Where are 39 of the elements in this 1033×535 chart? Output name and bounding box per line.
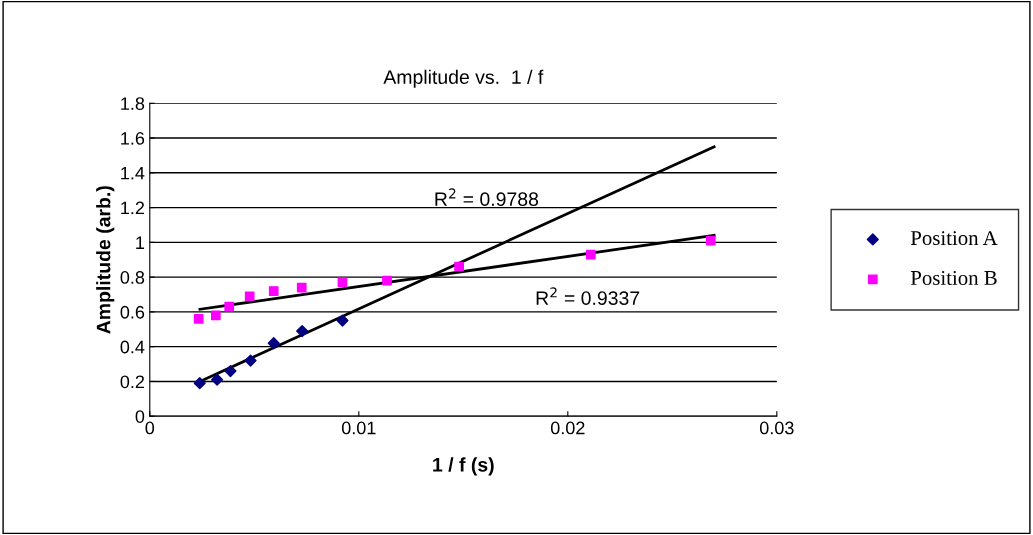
point (193, 377, 206, 390)
y-tick-label: 1.6 (121, 131, 145, 145)
y-tick-label: 1.4 (121, 166, 145, 180)
point (267, 337, 280, 350)
point (585, 249, 596, 260)
chart-title: Amplitude vs. 1 / f (383, 69, 544, 88)
point (244, 291, 255, 302)
point (705, 235, 716, 246)
point (296, 282, 307, 293)
point (224, 364, 237, 378)
x-axis-title: 1 / f (s) (433, 457, 494, 476)
point (382, 275, 392, 286)
x-tick-label: 0.02 (550, 421, 585, 435)
y-tick-label: 1 (136, 236, 145, 249)
y-tick-label: 1.2 (121, 201, 145, 215)
annotation: R$^{2}$ = 0.9337 (536, 287, 640, 305)
point (336, 314, 349, 327)
legend-label: Position A (910, 231, 998, 246)
y-tick-label: 0.8 (120, 271, 145, 284)
point (211, 373, 224, 386)
x-tick-label: 0.01 (341, 421, 376, 435)
point (224, 301, 235, 312)
point (244, 354, 257, 367)
y-tick-label: 1.8 (121, 97, 145, 110)
point (210, 310, 221, 321)
point (337, 277, 348, 288)
y-tick-label: 0.4 (120, 340, 145, 354)
x-tick-label: 0.03 (759, 421, 794, 435)
y-tick-label: 0.6 (120, 305, 145, 319)
x-tick-label: 0 (145, 421, 155, 435)
y-axis-title: Amplitude (arb.) (96, 186, 115, 334)
point (268, 286, 279, 296)
annotation: R$^{2}$ = 0.9788 (435, 188, 539, 207)
y-tick-label: 0 (135, 410, 145, 423)
point (454, 261, 464, 272)
y-tick-label: 0.2 (120, 375, 145, 389)
point (193, 313, 204, 324)
point (296, 324, 309, 338)
legend-label: Position B (910, 270, 997, 285)
